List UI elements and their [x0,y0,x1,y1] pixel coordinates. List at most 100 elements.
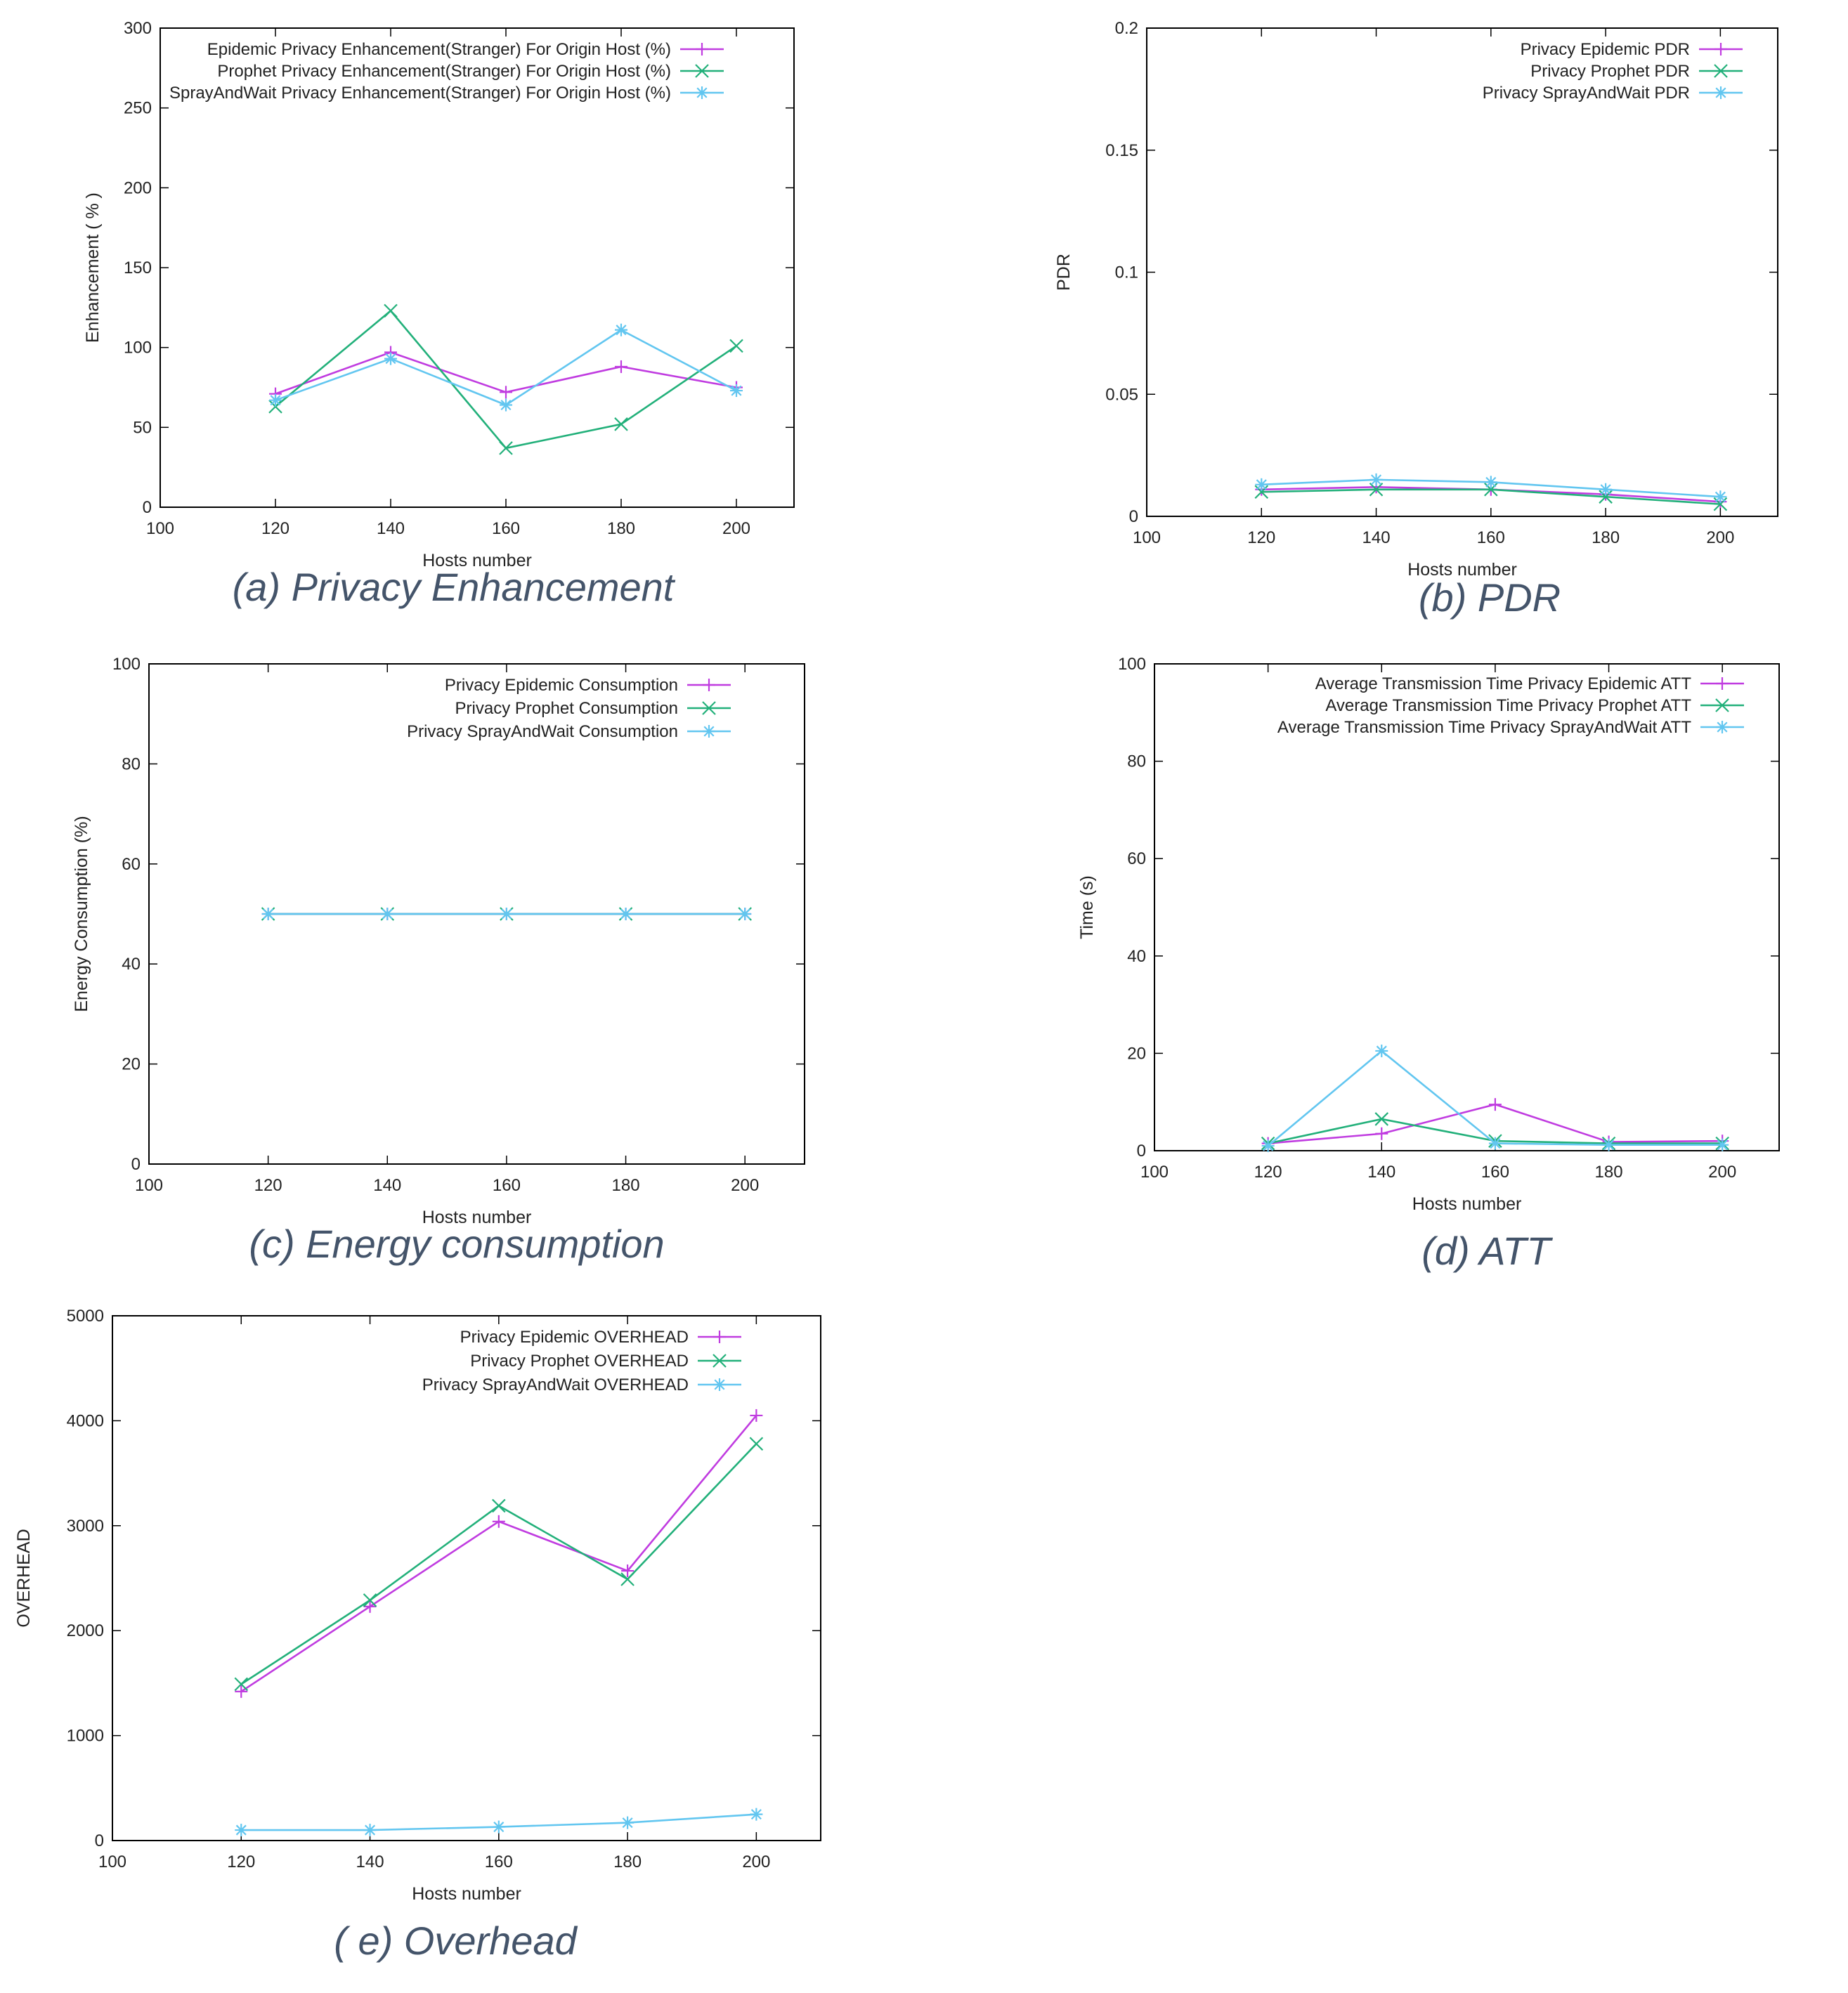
legend-marker-spray [703,725,715,738]
plot-frame [148,663,805,1165]
y-tick-label: 0.15 [1105,141,1138,160]
y-tick-label: 0 [1129,507,1138,526]
data-point-spray [1369,473,1383,486]
legend-marker-epidemic [1716,677,1729,690]
data-point-spray [1488,1137,1502,1150]
data-point-spray [1599,483,1613,496]
chart-caption: (c) Energy consumption [249,1222,664,1266]
data-point-epidemic [621,1564,635,1578]
data-point-prophet [1374,1112,1389,1126]
x-tick-label: 200 [722,519,750,538]
chart-a: 100 120 140 160 180 200 0 50 100 150 200 250 300 Host… [83,19,795,609]
data-point-prophet [614,417,628,431]
y-axis-label: Time (s) [1077,875,1097,939]
data-point-spray [235,1824,248,1837]
y-tick-label: 200 [124,178,152,197]
x-tick-label: 120 [254,1176,282,1195]
data-point-prophet [499,441,513,455]
legend-label-spray: Average Transmission Time Privacy SprayA… [1277,718,1691,737]
series-line-prophet [240,1443,757,1685]
legend-label-prophet: Average Transmission Time Privacy Prophe… [1325,696,1691,715]
legend-marker-epidemic [1714,43,1727,55]
data-point-spray [619,908,632,920]
y-tick-label: 80 [1127,752,1146,771]
data-point-prophet [492,1498,506,1513]
data-point-spray [381,908,394,920]
chart-d: 100 120 140 160 180 200 0 20 40 60 80 100 Hosts numb… [1077,655,1780,1273]
legend-label-epidemic: Privacy Epidemic Consumption [445,676,678,695]
data-point-spray [261,908,275,920]
data-point-spray [1602,1138,1615,1151]
data-point-spray [500,908,513,920]
x-axis-label: Hosts number [1412,1194,1522,1214]
x-tick-label: 160 [492,519,520,538]
legend-label-spray: Privacy SprayAndWait OVERHEAD [422,1376,689,1394]
x-tick-label: 140 [373,1176,401,1195]
y-axis-label: PDR [1054,254,1074,291]
y-tick-label: 0 [143,498,152,517]
y-tick-label: 4000 [67,1411,104,1430]
x-tick-label: 140 [1367,1163,1395,1182]
data-point-spray [1255,478,1268,491]
data-point-prophet [1254,485,1269,499]
x-axis-label: Hosts number [422,1208,532,1227]
y-tick-label: 1000 [67,1727,104,1746]
x-tick-label: 120 [1247,528,1275,547]
y-tick-label: 2000 [67,1621,104,1640]
x-tick-label: 160 [485,1852,513,1871]
y-tick-label: 50 [133,418,152,437]
y-tick-label: 100 [112,655,141,674]
y-axis-label: Energy Consumption (%) [72,816,91,1012]
data-point-spray [621,1816,635,1829]
data-point-prophet [1713,497,1728,511]
data-point-prophet [363,1593,377,1607]
y-tick-label: 20 [1127,1044,1146,1063]
y-tick-label: 0 [1137,1142,1146,1161]
legend-label-prophet: Privacy Prophet OVERHEAD [470,1352,689,1371]
legend-label-epidemic: Privacy Epidemic PDR [1521,40,1690,59]
x-tick-label: 180 [1592,528,1620,547]
y-tick-label: 3000 [67,1517,104,1536]
data-point-spray [1714,490,1727,504]
chart-b: 100 120 140 160 180 200 0 0.05 0.1 0.15 0.2 Hosts n… [1054,19,1778,620]
chart-caption: (d) ATT [1421,1229,1553,1273]
x-axis-label: Hosts number [412,1884,521,1904]
y-tick-label: 0.1 [1115,263,1138,282]
data-point-prophet [729,339,743,353]
x-tick-label: 160 [493,1176,521,1195]
x-tick-label: 100 [135,1176,163,1195]
data-point-epidemic [235,1685,248,1698]
y-tick-label: 60 [122,855,141,874]
x-tick-label: 180 [607,519,635,538]
x-tick-label: 180 [612,1176,640,1195]
x-tick-label: 200 [742,1852,770,1871]
data-point-spray [363,1824,377,1837]
x-tick-label: 120 [227,1852,255,1871]
y-tick-label: 150 [124,259,152,277]
data-point-spray [1716,1138,1729,1151]
chart-caption: (a) Privacy Enhancement [233,565,676,609]
data-point-spray [384,352,397,365]
data-point-spray [1484,476,1497,489]
y-tick-label: 5000 [67,1307,104,1326]
x-tick-label: 120 [261,519,289,538]
legend-label-epidemic: Average Transmission Time Privacy Epidem… [1315,674,1692,693]
x-tick-label: 140 [377,519,405,538]
plot-frame [112,1315,821,1841]
y-tick-label: 0.2 [1115,19,1138,38]
x-tick-label: 200 [731,1176,759,1195]
series-line-epidemic [240,1415,757,1692]
x-tick-label: 120 [1254,1163,1282,1182]
x-axis-label: Hosts number [1407,560,1517,580]
legend-marker-prophet [712,1354,727,1368]
data-point-prophet [1484,482,1498,497]
y-tick-label: 100 [1118,655,1146,674]
x-tick-label: 180 [1595,1163,1623,1182]
legend-marker-prophet [1714,64,1728,78]
y-tick-label: 80 [122,754,141,773]
y-tick-label: 100 [124,339,152,358]
data-point-spray [269,393,282,407]
data-point-spray [500,398,512,412]
data-point-spray [1375,1044,1388,1057]
series-line-prophet [275,309,737,450]
